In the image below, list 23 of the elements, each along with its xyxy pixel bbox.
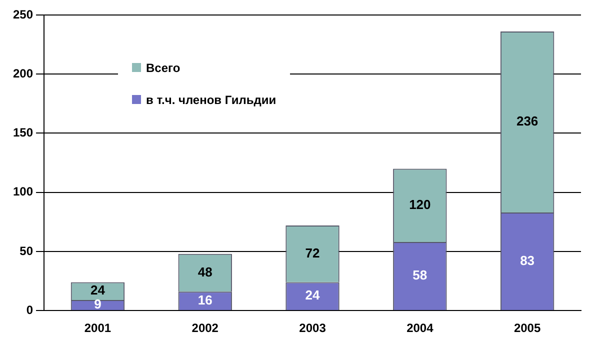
data-label: 9 (94, 296, 102, 312)
legend-label: в т.ч. членов Гильдии (146, 93, 276, 107)
total-label: 120 (409, 196, 431, 212)
total-label: 24 (90, 282, 106, 298)
data-label: 58 (412, 268, 428, 283)
data-label: 16 (198, 292, 212, 308)
y-tick-label: 150 (12, 126, 34, 140)
x-tick-label: 2004 (406, 321, 434, 336)
y-tick-label: 50 (20, 244, 34, 258)
y-tick-label: 100 (12, 184, 34, 199)
x-tick-label: 2005 (514, 321, 541, 336)
x-tick-label: 2003 (299, 321, 326, 336)
total-label: 236 (516, 114, 538, 129)
x-tick-label: 2001 (84, 321, 112, 336)
x-tick-label: 2002 (192, 321, 219, 336)
y-tick-label: 200 (12, 66, 34, 80)
data-label: 24 (305, 288, 321, 303)
data-label: 83 (520, 252, 535, 268)
y-tick-label: 0 (26, 302, 34, 317)
y-tick-label: 250 (12, 7, 34, 22)
total-label: 72 (305, 245, 320, 260)
legend-label: Всего (146, 61, 180, 75)
total-label: 48 (198, 264, 212, 280)
